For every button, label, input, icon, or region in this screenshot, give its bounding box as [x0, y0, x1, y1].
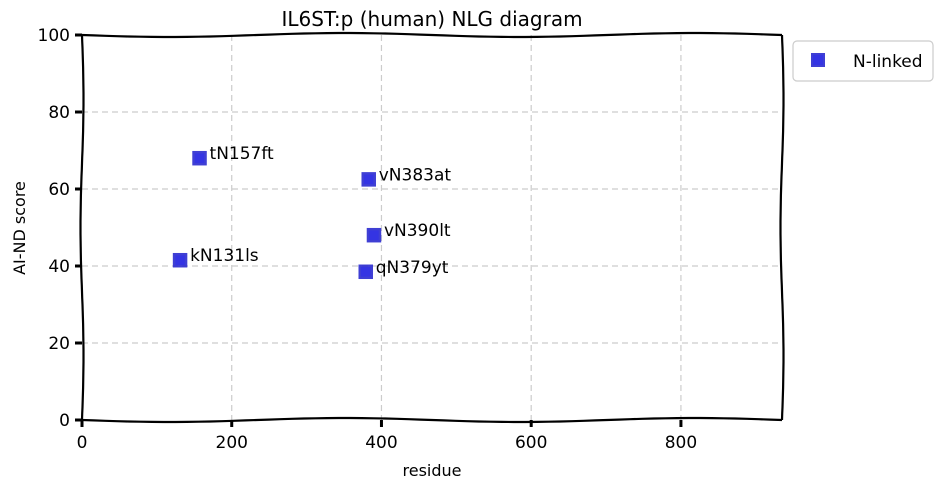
point-vN390lt [366, 227, 382, 243]
point-label-tN157ft: tN157ft [210, 144, 275, 164]
frame-bottom [81, 416, 783, 424]
point-label-qN379yt: qN379yt [376, 258, 449, 278]
x-axis-label: residue [403, 461, 462, 480]
x-tick-label-600: 600 [515, 433, 547, 453]
x-tick-label-0: 0 [77, 433, 88, 453]
legend-marker-n-linked [811, 53, 825, 67]
y-tick-label-0: 0 [59, 411, 70, 431]
axis-ticks: 0 200 400 600 800 0 20 40 60 80 100 [38, 26, 698, 453]
point-tN157ft [192, 150, 207, 166]
x-tick-label-800: 800 [665, 433, 697, 453]
y-tick-label-40: 40 [48, 257, 70, 277]
frame-right [779, 34, 785, 421]
grid [82, 35, 782, 420]
point-kN131ls [172, 252, 188, 268]
point-vN383at [361, 172, 376, 187]
legend: N-linked [792, 40, 934, 82]
y-tick-label-20: 20 [48, 334, 70, 354]
y-tick-label-100: 100 [38, 26, 70, 46]
frame-left [79, 34, 85, 421]
frame-top [81, 31, 783, 39]
point-label-kN131ls: kN131ls [190, 246, 259, 266]
point-qN379yt [358, 264, 373, 280]
legend-label-n-linked: N-linked [853, 52, 923, 72]
y-tick-label-60: 60 [48, 180, 70, 200]
y-axis-label: AI-ND score [10, 181, 29, 275]
chart-title: IL6ST:p (human) NLG diagram [281, 7, 582, 31]
point-label-vN390lt: vN390lt [384, 221, 451, 241]
y-tick-label-80: 80 [48, 103, 70, 123]
data-points: kN131ls tN157ft qN379yt vN383at vN390lt [172, 144, 452, 280]
legend-frame [792, 40, 934, 82]
x-tick-label-200: 200 [216, 433, 248, 453]
point-label-vN383at: vN383at [379, 165, 452, 185]
x-tick-label-400: 400 [365, 433, 397, 453]
plot-frame [79, 31, 785, 424]
